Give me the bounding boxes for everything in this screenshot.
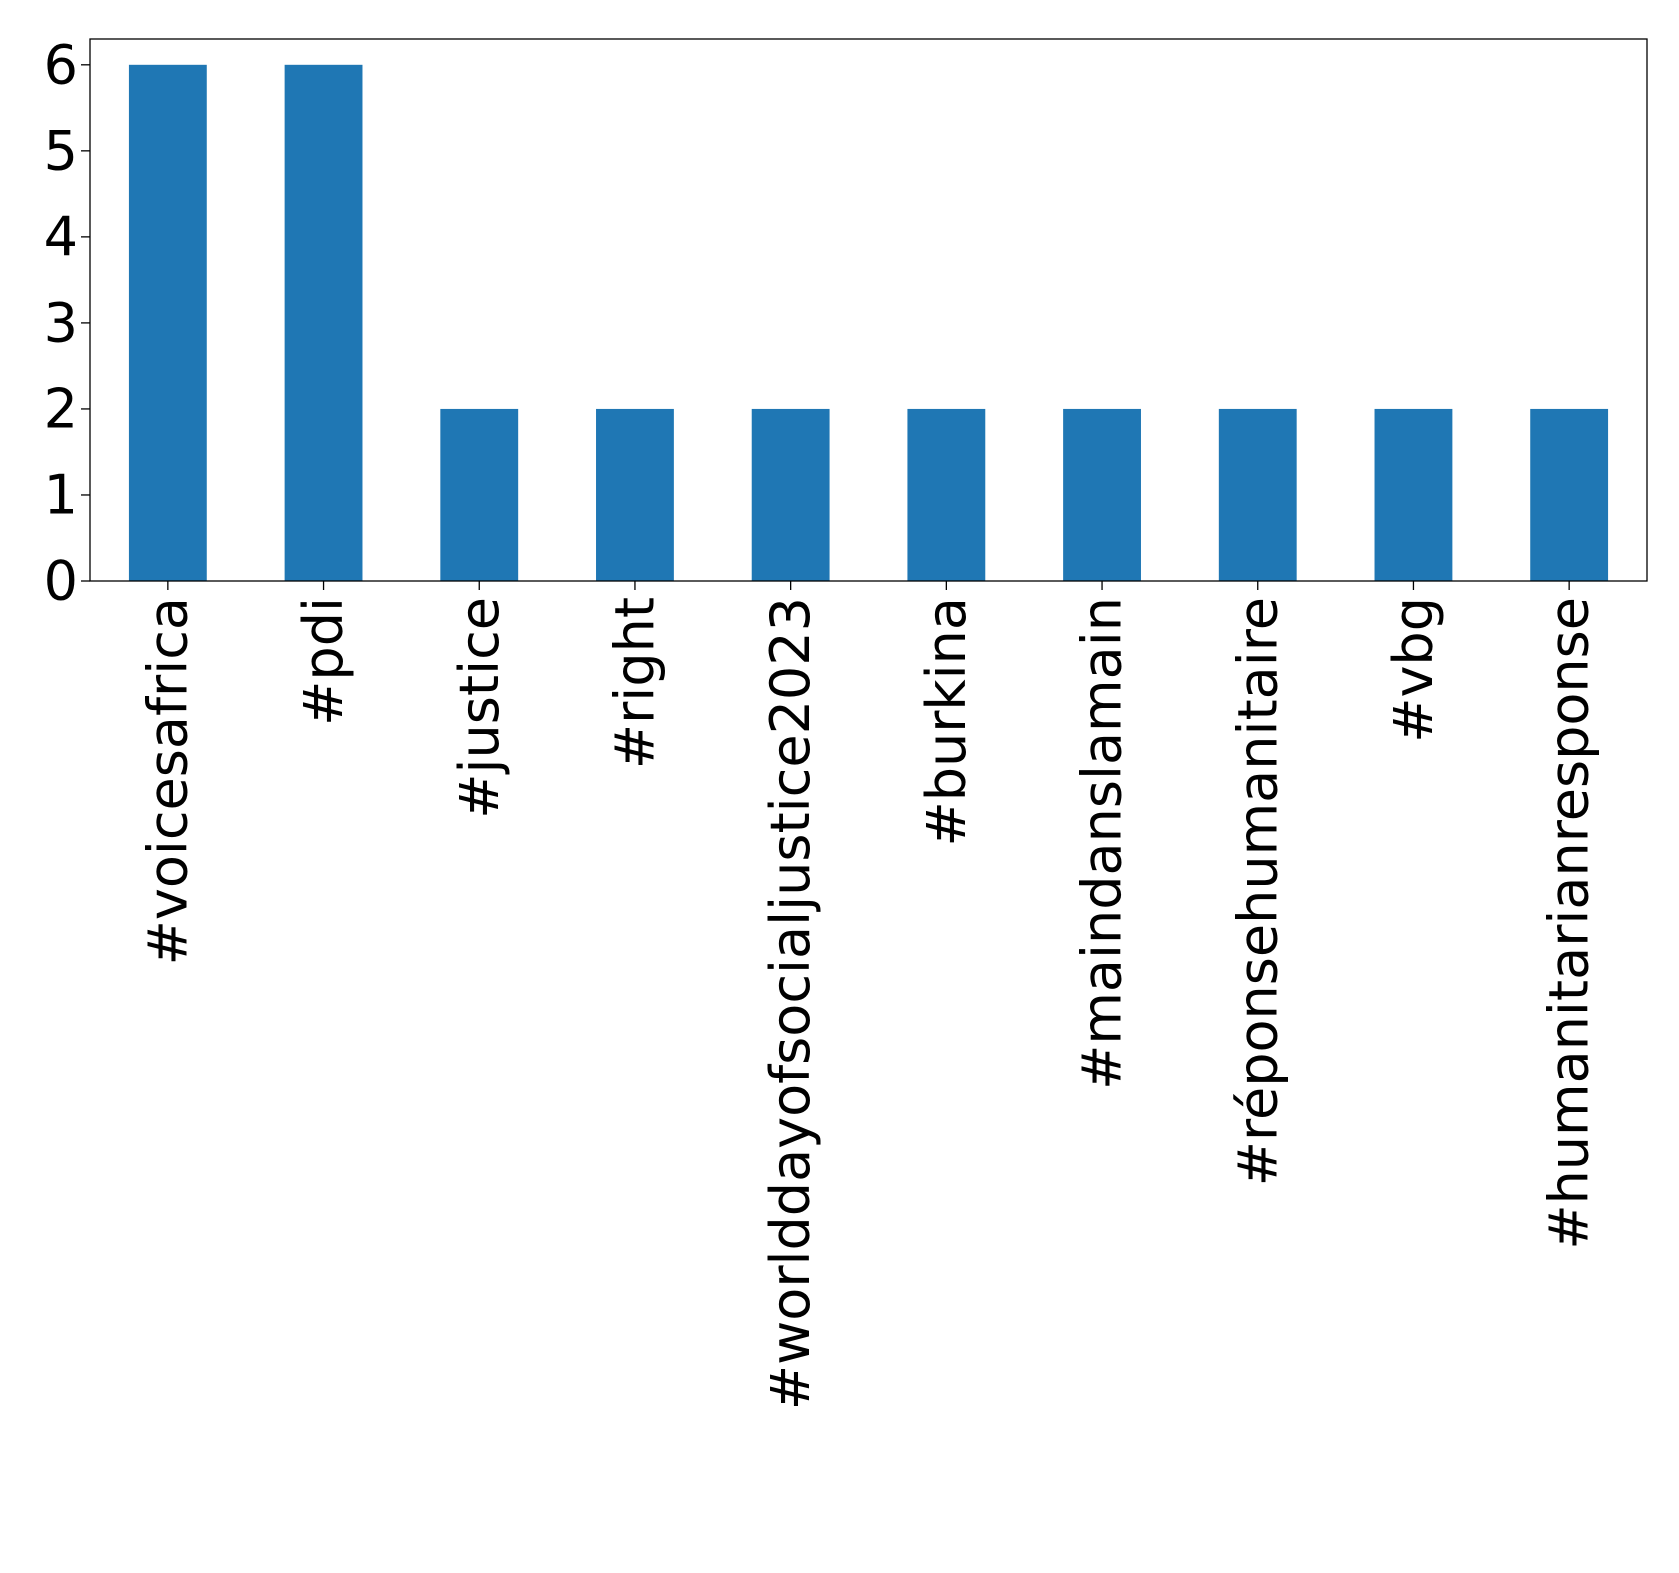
- y-tick-label: 4: [44, 205, 78, 268]
- x-tick-label: #humanitarianresponse: [1538, 597, 1601, 1250]
- bar-5: [907, 408, 986, 581]
- bar-0: [128, 64, 207, 582]
- bar-7: [1218, 408, 1297, 581]
- y-tick-label: 0: [44, 550, 78, 613]
- bar-4: [751, 408, 830, 581]
- plot-frame: [89, 38, 1648, 582]
- y-tick-label: 6: [44, 33, 78, 96]
- x-tick-label: #burkina: [915, 597, 978, 847]
- y-axis: 0 1 2 3 4 5 6: [44, 33, 90, 613]
- x-tick-label: #maindanslamain: [1071, 597, 1134, 1090]
- y-tick-label: 2: [44, 377, 78, 440]
- x-tick-label: #voicesafrica: [136, 597, 199, 965]
- x-axis: #voicesafrica #pdi #justice #right #worldday…: [136, 581, 1601, 1410]
- x-tick-label: #vbg: [1382, 597, 1445, 743]
- bar-6: [1063, 408, 1141, 581]
- bars-layer: [128, 64, 1609, 582]
- y-tick-label: 3: [44, 291, 78, 354]
- bar-2: [440, 408, 519, 581]
- bar-1: [284, 64, 363, 582]
- x-tick-label: #worlddayofsocialjustice2023: [759, 597, 822, 1410]
- x-tick-label: #pdi: [292, 597, 355, 726]
- bar-8: [1374, 408, 1453, 581]
- bar-3: [596, 408, 674, 581]
- y-tick-label: 1: [44, 463, 78, 526]
- x-tick-label: #réponsehumanitaire: [1226, 597, 1289, 1186]
- bar-9: [1530, 408, 1609, 581]
- x-tick-label: #justice: [448, 597, 511, 819]
- x-tick-label: #right: [603, 597, 666, 769]
- y-tick-label: 5: [44, 119, 78, 182]
